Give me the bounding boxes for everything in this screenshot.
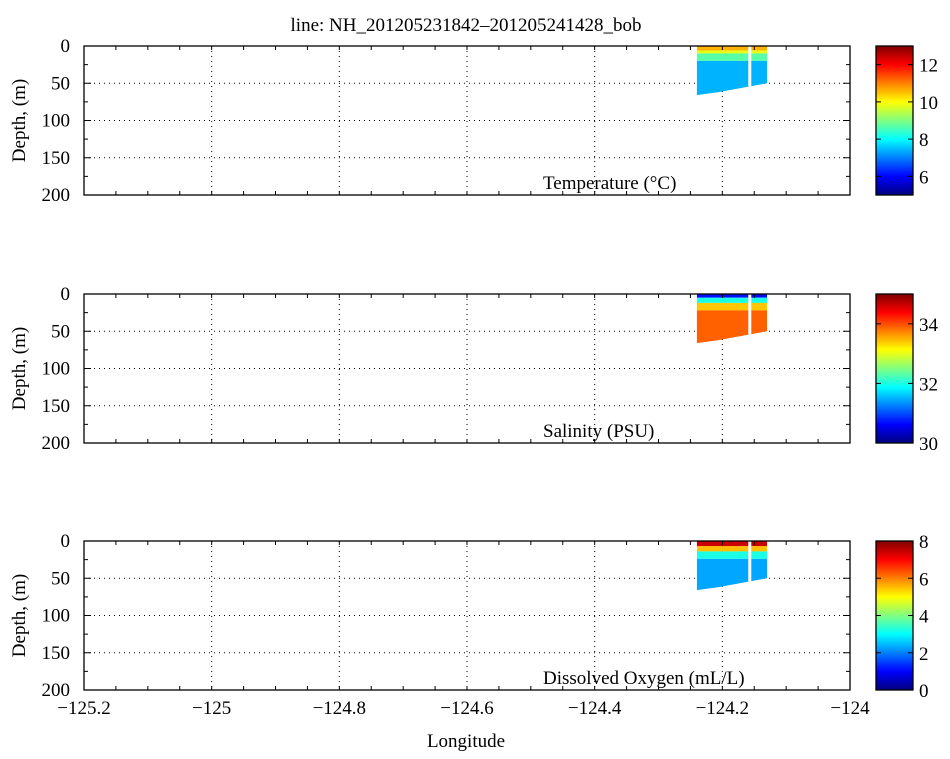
panel-label: Salinity (PSU) [543,421,654,442]
data-section [696,46,768,96]
x-tick-label: −124.8 [313,698,366,719]
colorbar-tick-label: 4 [919,607,929,628]
x-tick-label: −124.6 [440,698,493,719]
y-tick-label: 100 [42,606,71,627]
y-tick-label: 200 [42,433,71,454]
colorbar-scale [875,45,914,196]
data-layer [696,297,768,303]
x-axis-label: Longitude [427,731,505,752]
y-tick-label: 150 [42,396,71,417]
figure-title: line: NH_201205231842–201205241428_bob [291,15,642,36]
x-tick-label: −124.2 [696,698,749,719]
colorbar-scale [875,293,914,444]
data-layer [696,50,768,54]
y-tick-label: 50 [51,568,70,589]
colorbar-scale [875,540,914,691]
y-axis-label: Depth, (m) [9,327,30,410]
data-layer [696,294,768,298]
data-layer [696,310,768,344]
y-tick-label: 0 [61,284,71,305]
y-tick-label: 100 [42,111,71,132]
panel-1: 0 50 100 150 200 Depth, (m) Temperature (°C) 6 8… [9,36,938,206]
y-tick-label: 0 [61,36,71,57]
x-tick-label: −124.4 [568,698,622,719]
data-layer [696,46,768,51]
y-tick-label: 150 [42,643,71,664]
data-layer [696,302,768,311]
panel-label: Dissolved Oxygen (mL/L) [543,668,745,689]
x-tick-label: −124 [830,698,870,719]
colorbar-tick-label: 8 [919,532,929,553]
colorbar-tick-label: 12 [919,56,938,77]
panel-2: 0 50 100 150 200 Depth, (m) Salinity (PSU) 30 32… [9,284,939,455]
y-tick-label: 50 [51,321,70,342]
data-gap [748,46,752,96]
colorbar: 30 32 34 [875,293,939,455]
data-gap [748,541,752,591]
colorbar-tick-label: 8 [919,130,929,151]
y-tick-label: 50 [51,73,70,94]
data-layer [696,546,768,552]
colorbar-tick-label: 10 [919,93,938,114]
panel-label: Temperature (°C) [543,173,676,194]
colorbar-tick-label: 30 [919,434,938,455]
y-axis-label: Depth, (m) [9,79,30,162]
colorbar-tick-label: 32 [919,374,938,395]
colorbar-tick-label: 6 [919,569,929,590]
colorbar-tick-label: 0 [919,681,929,702]
y-tick-label: 200 [42,185,71,206]
colorbar-tick-label: 2 [919,644,929,665]
y-tick-label: 150 [42,148,71,169]
y-tick-label: 0 [61,531,71,552]
colorbar: 6 8 10 12 [875,45,938,196]
data-layer [696,558,768,591]
y-tick-label: 200 [42,680,71,701]
data-gap [748,294,752,344]
y-axis-label: Depth, (m) [9,574,30,657]
x-tick-label: −125 [192,698,231,719]
y-tick-label: 100 [42,359,71,380]
data-layer [696,60,768,96]
colorbar-tick-label: 34 [919,315,939,336]
x-tick-label: −125.2 [57,698,110,719]
data-section [696,294,768,344]
data-layer [696,541,768,547]
colorbar: 0 2 4 6 8 [875,532,929,702]
data-layer [696,551,768,559]
colorbar-tick-label: 6 [919,167,929,188]
data-layer [696,53,768,61]
panel-3: −125.2 −125 −124.8 −124.6 −124.4 −124.2 −124 0 5… [9,531,929,719]
